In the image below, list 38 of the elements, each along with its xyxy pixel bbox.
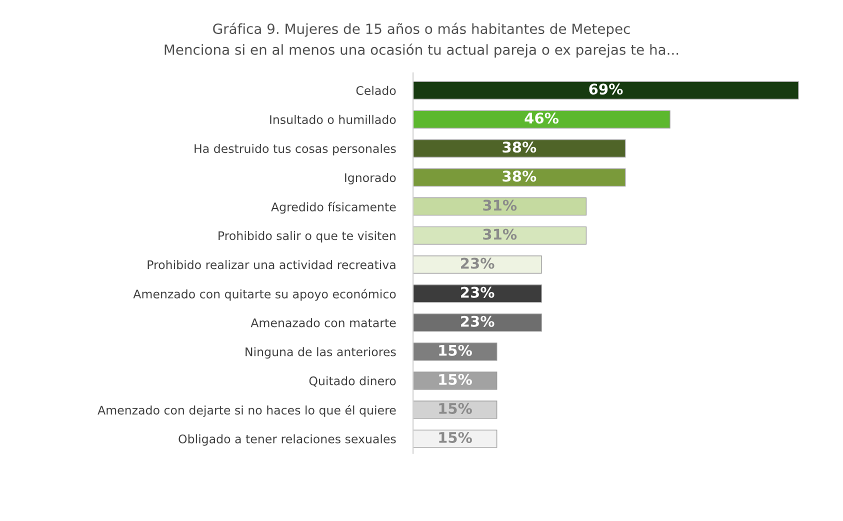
y-tick-label: Prohibido salir o que te visiten xyxy=(218,231,396,242)
data-label: 15% xyxy=(439,402,472,414)
y-tick-label: Amenzado con quitarte su apoyo económico xyxy=(133,288,396,301)
y-tick-label: Obligado a tener relaciones sexuales xyxy=(178,434,396,446)
chart-subtitle: Menciona si en al menos una ocasión tu actual pareja o ex parejas te ha... xyxy=(164,44,678,58)
data-label: 38% xyxy=(502,142,536,153)
data-label: 69% xyxy=(589,84,623,95)
data-label: 15% xyxy=(439,432,472,443)
data-label: 23% xyxy=(461,258,494,269)
y-tick-label: Agredido físicamente xyxy=(271,202,396,214)
data-label: 38% xyxy=(502,170,536,182)
y-tick-label: Insultado o humillado xyxy=(270,114,396,124)
bar xyxy=(413,284,542,303)
y-tick-label: Celado xyxy=(356,86,396,96)
data-label: 15% xyxy=(439,344,472,356)
data-label: 31% xyxy=(483,228,517,240)
y-tick-label: Ninguna de las anteriores xyxy=(246,347,396,359)
chart-title: Gráfica 9. Mujeres de 15 años o más habitantes de Metepec xyxy=(213,22,630,37)
bar xyxy=(413,139,626,158)
data-label: 15% xyxy=(439,374,472,385)
data-label: 46% xyxy=(524,112,559,124)
bar xyxy=(413,110,670,128)
bar xyxy=(413,430,498,448)
bar xyxy=(413,168,626,187)
y-tick-label: Ignorado xyxy=(345,172,396,184)
y-tick-label: Quitado dinero xyxy=(309,376,396,387)
bar xyxy=(413,81,799,100)
data-label: 23% xyxy=(461,316,494,327)
y-tick-label: Amenzado con dejarte si no haces lo que él quiere xyxy=(98,405,396,417)
y-tick-label: Ha destruido tus cosas personales xyxy=(194,144,396,156)
data-label: 31% xyxy=(483,200,517,211)
bar xyxy=(413,314,542,332)
bar xyxy=(413,255,542,274)
y-tick-label: Amenazado con matarte xyxy=(250,318,396,328)
bar xyxy=(413,197,587,216)
y-tick-label: Prohibido realizar una actividad recreativa xyxy=(148,260,396,270)
data-label: 23% xyxy=(461,286,494,298)
bar xyxy=(413,226,587,245)
